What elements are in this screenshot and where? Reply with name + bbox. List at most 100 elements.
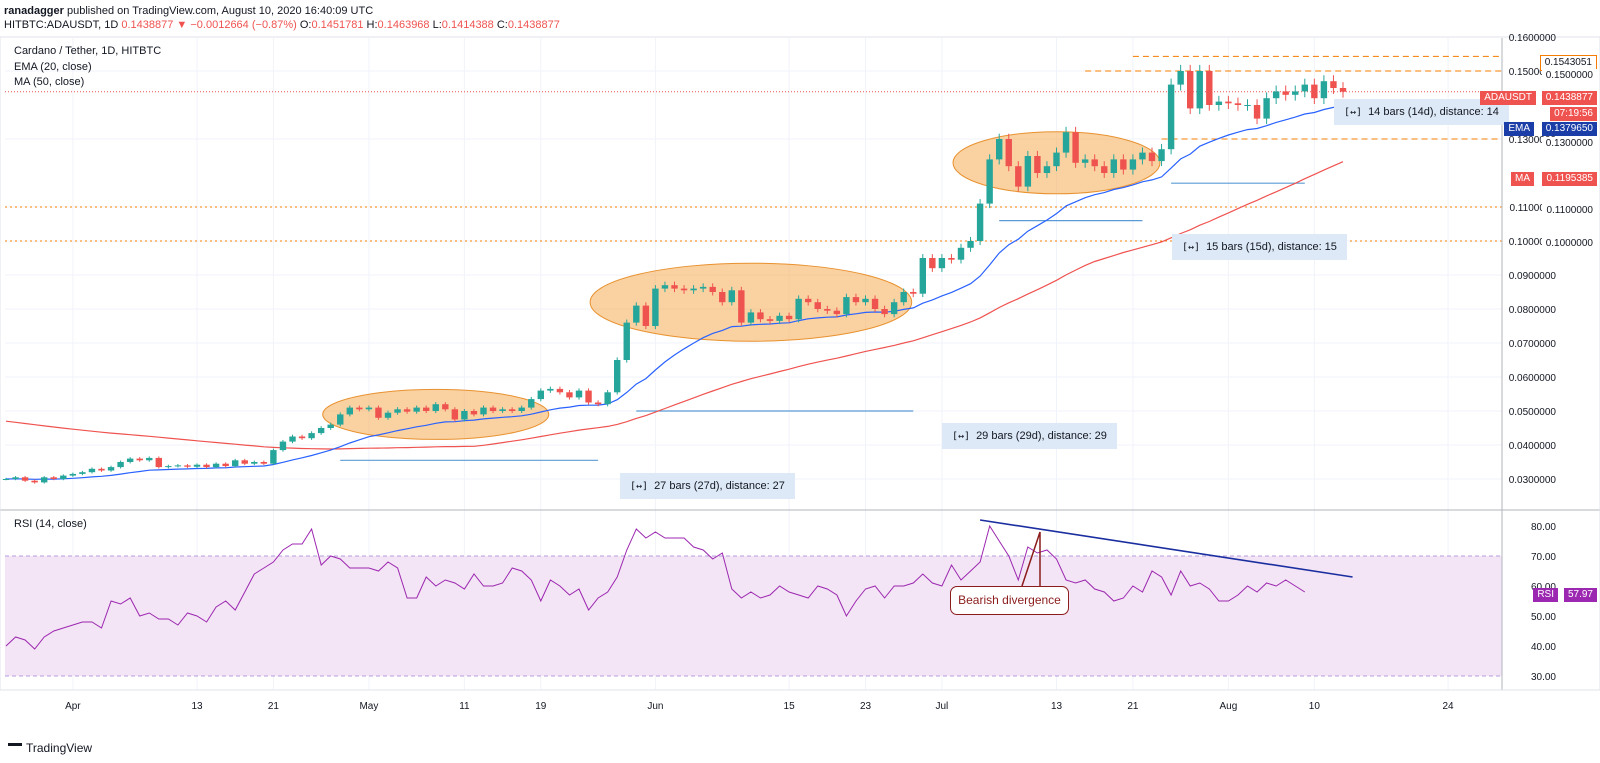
- time-tick: May: [359, 701, 378, 712]
- candle-body: [1043, 166, 1051, 173]
- candle-body: [1062, 132, 1070, 153]
- measure-icon: [↔]: [1182, 242, 1201, 253]
- rsi-tag: RSI: [1533, 588, 1558, 602]
- low-label: L:: [432, 19, 442, 31]
- candle-body: [31, 480, 38, 483]
- high-value: 0.1463968: [377, 19, 430, 31]
- candle-body: [986, 159, 993, 204]
- candle-body: [1091, 159, 1098, 167]
- candle-body: [852, 297, 860, 303]
- candle-body: [270, 450, 277, 464]
- candle-body: [222, 463, 229, 467]
- price-tick: 0.1600000: [1509, 33, 1557, 44]
- candle-body: [890, 302, 898, 315]
- measure-label-15[interactable]: [↔] 15 bars (15d), distance: 15: [1172, 234, 1347, 260]
- candle-body: [413, 407, 420, 412]
- candle-body: [1330, 81, 1337, 88]
- rsi-legend[interactable]: RSI (14, close): [14, 518, 87, 530]
- price-tick: 0.0700000: [1509, 339, 1557, 350]
- candle-body: [623, 322, 630, 360]
- candle-body: [241, 460, 248, 464]
- candle-body: [1292, 91, 1299, 95]
- measure-label-14[interactable]: [↔] 14 bars (14d), distance: 14: [1334, 99, 1509, 125]
- candle-body: [976, 203, 984, 241]
- candle-body: [919, 258, 926, 294]
- candle-body: [604, 392, 611, 405]
- candle-body: [1320, 81, 1328, 99]
- candle-body: [1158, 149, 1165, 162]
- candle-body: [327, 424, 334, 428]
- candle-body: [88, 468, 96, 473]
- measure-text: 27 bars (27d), distance: 27: [654, 480, 785, 492]
- time-tick: 13: [1051, 701, 1063, 712]
- horizontal-levels: [5, 55, 1502, 242]
- rsi-line: [5, 524, 1306, 650]
- candle-body: [843, 297, 850, 315]
- chart-title[interactable]: Cardano / Tether, 1D, HITBTC: [14, 45, 162, 57]
- candle-body: [1301, 84, 1308, 92]
- ema-20-line: [5, 105, 1344, 480]
- candle-body: [967, 241, 974, 248]
- consolidation-ellipse: [589, 262, 913, 342]
- time-tick: 13: [191, 701, 203, 712]
- ma-value-tag: 0.1195385: [1542, 172, 1597, 186]
- candle-body: [1225, 101, 1232, 104]
- candle-body: [661, 285, 669, 289]
- time-tick: 21: [1127, 701, 1139, 712]
- candle-body: [155, 457, 162, 468]
- candle-body: [814, 302, 821, 309]
- ema-legend[interactable]: EMA (20, close): [14, 61, 92, 73]
- candle-body: [365, 407, 373, 410]
- candle-body: [21, 477, 29, 481]
- bearish-divergence-pointer: [1021, 531, 1041, 587]
- candle-body: [1015, 166, 1022, 187]
- price-tick: 0.1300000: [1509, 135, 1557, 146]
- measure-label-29[interactable]: [↔] 29 bars (29d), distance: 29: [942, 423, 1117, 449]
- candle-body: [719, 292, 726, 303]
- candlestick-series: [2, 64, 1347, 484]
- ma-legend[interactable]: MA (50, close): [14, 76, 85, 88]
- measure-label-27[interactable]: [↔] 27 bars (27d), distance: 27: [620, 473, 795, 499]
- level-tag-3: 0.1300000: [1541, 137, 1597, 151]
- candle-body: [948, 258, 955, 260]
- candle-body: [785, 315, 793, 320]
- time-tick: Apr: [65, 701, 81, 712]
- candle-body: [60, 475, 67, 479]
- candle-body: [862, 298, 869, 303]
- candle-body: [356, 407, 363, 410]
- candle-body: [594, 402, 602, 405]
- measure-text: 29 bars (29d), distance: 29: [976, 430, 1107, 442]
- open-label: O:: [299, 19, 312, 31]
- tradingview-footer[interactable]: TradingView: [8, 741, 92, 755]
- candle-body: [442, 404, 449, 410]
- measure-icon: [↔]: [630, 481, 649, 492]
- candle-body: [747, 312, 755, 323]
- candle-body: [547, 388, 554, 391]
- rsi-value-tag: 57.97: [1563, 588, 1597, 602]
- time-tick: 19: [535, 701, 547, 712]
- ohlc-line: HITBTC:ADAUSDT, 1D 0.1438877 ▼ −0.001266…: [4, 19, 560, 31]
- rsi-tick: 80.00: [1531, 522, 1556, 533]
- price-tick: 0.0400000: [1509, 441, 1557, 452]
- time-tick: 24: [1442, 701, 1454, 712]
- candle-body: [508, 409, 516, 411]
- candle-body: [308, 433, 315, 439]
- candle-body: [614, 360, 621, 393]
- ma-tag: MA: [1511, 172, 1534, 186]
- candle-body: [528, 399, 535, 408]
- candle-body: [652, 288, 659, 326]
- publisher-name[interactable]: ranadagger: [4, 5, 64, 17]
- candle-body: [566, 392, 573, 398]
- symbol-tag: ADAUSDT: [1480, 91, 1536, 105]
- candle-body: [537, 390, 544, 400]
- rsi-trendline: [979, 519, 1353, 578]
- candle-body: [776, 315, 783, 321]
- rsi-tick: 50.00: [1531, 612, 1556, 623]
- bearish-divergence-label[interactable]: Bearish divergence: [950, 586, 1069, 615]
- time-tick: Aug: [1220, 701, 1238, 712]
- change-arrow-icon: ▼: [176, 19, 188, 31]
- rsi-tick: 60.00: [1531, 582, 1556, 593]
- price-tick: 0.0500000: [1509, 407, 1557, 418]
- candle-body: [680, 288, 688, 291]
